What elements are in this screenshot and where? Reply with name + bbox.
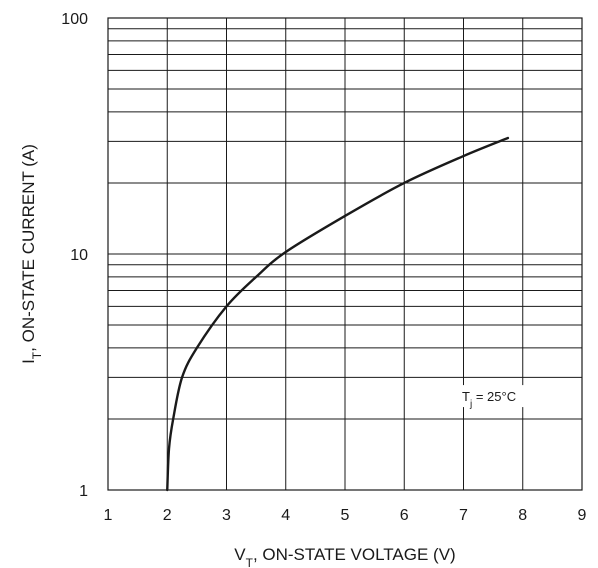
x-tick-labels: 1 2 3 4 5 6 7 8 9 [104, 507, 587, 524]
x-tick-label: 6 [400, 507, 409, 524]
x-tick-label: 7 [459, 507, 468, 524]
x-axis-label: VT, ON-STATE VOLTAGE (V) [234, 545, 455, 568]
series-layer [166, 136, 510, 492]
x-tick-label: 5 [341, 507, 350, 524]
y-tick-label: 100 [61, 11, 88, 28]
x-tick-label: 1 [104, 507, 113, 524]
annotation-background [457, 385, 544, 408]
y-axis-label: IT, ON-STATE CURRENT (A) [19, 144, 44, 364]
y-tick-labels: 1 10 100 [61, 11, 88, 500]
x-tick-label: 9 [578, 507, 587, 524]
annotation-temperature: Tj = 25°C [462, 389, 516, 410]
x-tick-label: 3 [222, 507, 231, 524]
y-tick-label: 10 [70, 247, 88, 264]
series-line [166, 136, 510, 492]
annotation-box: Tj = 25°C [457, 385, 544, 410]
x-tick-label: 2 [163, 507, 172, 524]
grid [108, 18, 582, 490]
x-tick-label: 4 [281, 507, 290, 524]
plot-frame [107, 17, 583, 491]
y-tick-label: 1 [79, 483, 88, 500]
x-tick-label: 8 [518, 507, 527, 524]
